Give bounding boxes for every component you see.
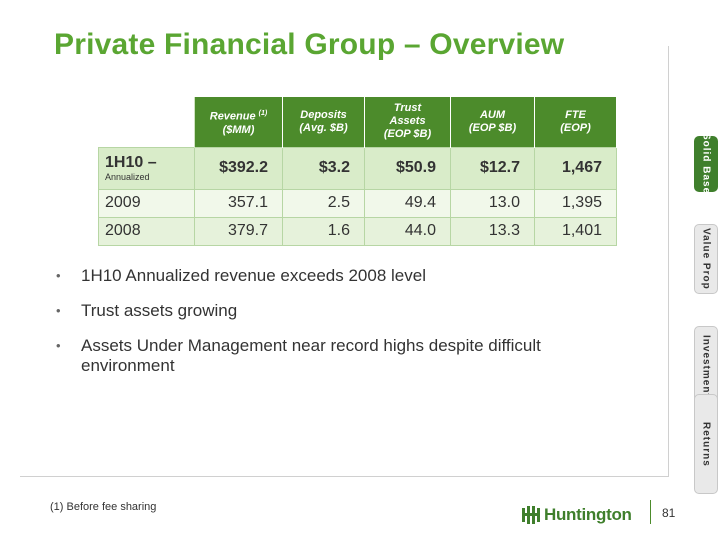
list-item: • Assets Under Management near record hig…: [56, 336, 541, 375]
table-row: 1H10 – Annualized $392.2 $3.2 $50.9 $12.…: [98, 146, 617, 190]
column-header-fte: FTE (EOP): [534, 97, 617, 147]
list-item: • Trust assets growing: [56, 301, 238, 320]
frame-bottom-border: [20, 476, 669, 477]
cell-trust-assets: $50.9: [364, 146, 451, 190]
cell-fte: 1,395: [534, 188, 617, 218]
huntington-logo-icon: [522, 506, 540, 524]
row-label: 2008: [98, 216, 195, 246]
logo-divider: [650, 500, 651, 524]
table-header-row: Revenue (1) ($MM) Deposits (Avg. $B) Tru…: [98, 97, 617, 147]
cell-deposits: $3.2: [282, 146, 365, 190]
overview-table: Revenue (1) ($MM) Deposits (Avg. $B) Tru…: [98, 97, 617, 246]
page-title: Private Financial Group – Overview: [54, 28, 565, 61]
frame-right-border: [668, 46, 669, 476]
table-row: 2009 357.1 2.5 49.4 13.0 1,395: [98, 188, 617, 218]
cell-revenue: 357.1: [194, 188, 283, 218]
column-header-revenue: Revenue (1) ($MM): [194, 97, 283, 147]
cell-fte: 1,401: [534, 216, 617, 246]
cell-trust-assets: 44.0: [364, 216, 451, 246]
tab-solid-base[interactable]: Solid Base: [694, 133, 718, 195]
tab-returns[interactable]: Returns: [694, 394, 718, 494]
bullet-list: • 1H10 Annualized revenue exceeds 2008 le…: [56, 266, 626, 391]
cell-revenue: 379.7: [194, 216, 283, 246]
table-row: 2008 379.7 1.6 44.0 13.3 1,401: [98, 216, 617, 246]
logo-text: Huntington: [544, 505, 632, 524]
cell-aum: 13.0: [450, 188, 535, 218]
cell-aum: $12.7: [450, 146, 535, 190]
column-header-aum: AUM (EOP $B): [450, 97, 535, 147]
list-item: • 1H10 Annualized revenue exceeds 2008 le…: [56, 266, 426, 285]
cell-fte: 1,467: [534, 146, 617, 190]
table-corner-cell: [98, 97, 195, 147]
row-label: 1H10 – Annualized: [98, 146, 195, 190]
bullet-icon: •: [56, 303, 61, 318]
bullet-icon: •: [56, 268, 61, 283]
bullet-icon: •: [56, 338, 61, 353]
row-label: 2009: [98, 188, 195, 218]
column-header-deposits: Deposits (Avg. $B): [282, 97, 365, 147]
footnote: (1) Before fee sharing: [50, 501, 157, 513]
cell-deposits: 1.6: [282, 216, 365, 246]
page-number: 81: [662, 506, 676, 520]
tab-value-prop[interactable]: Value Prop: [694, 224, 718, 294]
cell-trust-assets: 49.4: [364, 188, 451, 218]
cell-deposits: 2.5: [282, 188, 365, 218]
column-header-trust-assets: Trust Assets (EOP $B): [364, 97, 451, 147]
cell-aum: 13.3: [450, 216, 535, 246]
cell-revenue: $392.2: [194, 146, 283, 190]
huntington-logo: Huntington: [522, 505, 632, 525]
